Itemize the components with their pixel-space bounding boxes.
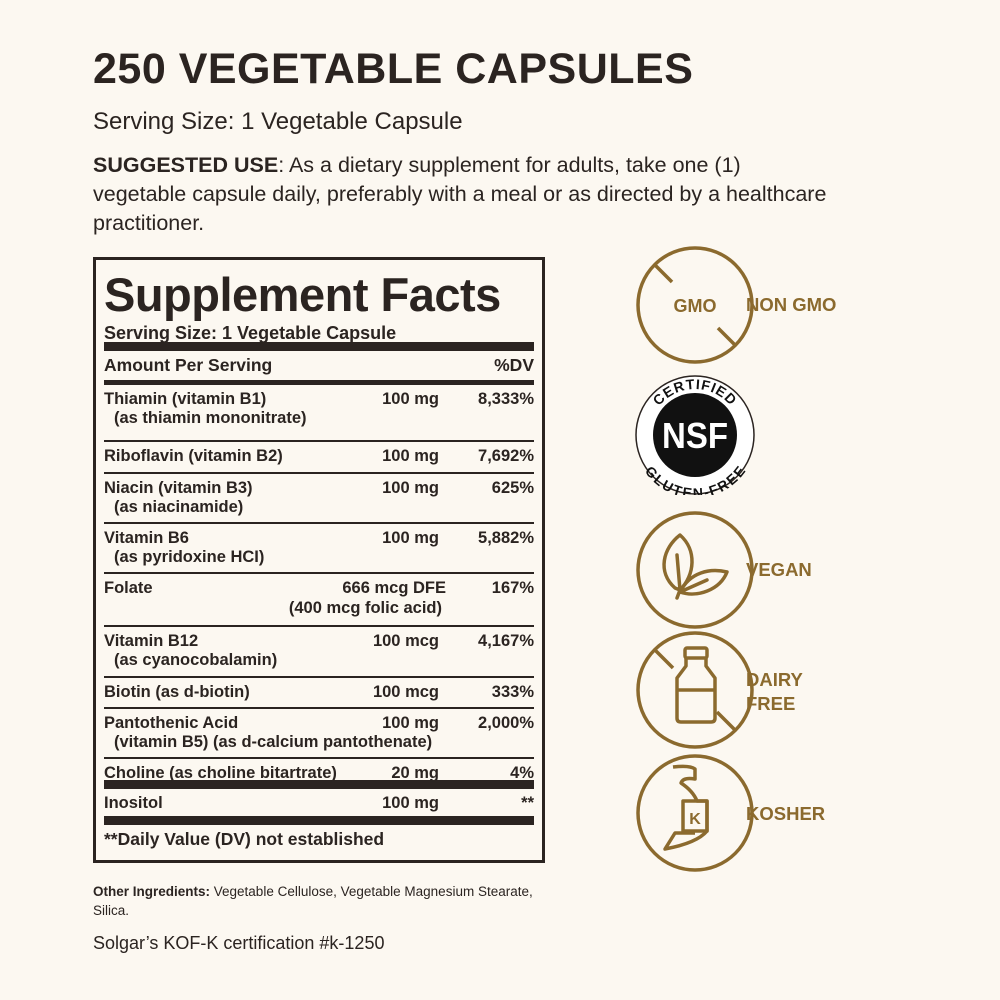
nutrient-dv: 2,000% (478, 714, 534, 732)
nutrient-amount: 100 mg (382, 390, 439, 408)
nutrient-amount: (400 mcg folic acid) (288, 599, 442, 617)
nutrient-amount: 100 mg (382, 794, 439, 812)
non-gmo-label: NON GMO (746, 294, 837, 315)
nutrient-dv: 8,333% (478, 390, 534, 408)
nutrient-row: Vitamin B6 (as pyridoxine HCI) 100 mg 5,882… (104, 524, 534, 574)
nutrient-source: (as cyanocobalamin) (114, 651, 278, 669)
nutrient-name: Riboflavin (vitamin B2) (104, 447, 283, 465)
nutrient-row: Folate 666 mcg DFE (400 mcg folic acid) 167… (104, 574, 534, 627)
nutrient-row: Thiamin (vitamin B1) (as thiamin mononitr… (104, 385, 534, 442)
nutrient-name: Vitamin B6 (104, 529, 189, 547)
kosher-k-text: K (689, 811, 701, 828)
other-ingredients-text: Vegetable Cellulose, Vegetable Magnesium… (93, 884, 533, 918)
nutrient-row: Biotin (as d-biotin) 100 mcg 333% (104, 678, 534, 709)
other-ingredients-label: Other Ingredients: (93, 884, 211, 899)
nutrient-amount: 100 mcg (372, 632, 439, 650)
nutrient-name: Folate (104, 579, 153, 597)
nutrient-source: (as pyridoxine HCI) (114, 548, 265, 566)
nutrient-name: Inositol (104, 794, 163, 812)
nutrient-amount: 100 mcg (372, 683, 439, 701)
nutrient-amount: 100 mg (382, 529, 439, 547)
vegan-label: VEGAN (746, 559, 812, 580)
nutrient-name: Thiamin (vitamin B1) (104, 390, 267, 408)
nutrient-amount: 100 mg (382, 447, 439, 465)
nsf-gluten-free-seal: CERTIFIED GLUTEN-FREE NSF (635, 375, 755, 495)
nutrient-amount: 100 mg (382, 479, 439, 497)
other-ingredients: Other Ingredients: Vegetable Cellulose, … (93, 882, 553, 920)
kosher-label: KOSHER (746, 803, 826, 824)
suggested-use-text: : As a dietary supplement for adults, ta… (93, 153, 827, 235)
nutrient-source: (as niacinamide) (114, 498, 244, 516)
kosher-k-icon: K (636, 754, 754, 872)
nutrient-amount: 100 mg (382, 714, 439, 732)
seal-nsf-text: NSF (662, 415, 728, 456)
nutrient-row: Riboflavin (vitamin B2) 100 mg 7,692% (104, 442, 534, 474)
facts-serving-text: Serving Size: 1 Vegetable Capsule (104, 323, 397, 343)
facts-footnote: **Daily Value (DV) not established (104, 829, 385, 849)
facts-header-row: Amount Per Serving %DV (104, 351, 534, 385)
page-title: 250 VEGETABLE CAPSULES (93, 45, 694, 93)
dairy-free-label: DAIRY FREE (746, 668, 803, 716)
nutrient-dv: 625% (491, 479, 534, 497)
dv-header: %DV (494, 355, 534, 375)
nutrient-dv: 333% (491, 683, 534, 701)
serving-size: Serving Size: 1 Vegetable Capsule (93, 108, 463, 135)
nutrient-dv: 7,692% (478, 447, 534, 465)
nutrient-row: Niacin (vitamin B3) (as niacinamide) 100 m… (104, 474, 534, 524)
nutrient-dv: 4,167% (478, 632, 534, 650)
nutrient-amount: 20 mg (391, 764, 439, 782)
supplement-facts-panel: Supplement Facts Serving Size: 1 Vegetab… (93, 257, 545, 863)
amount-header: Amount Per Serving (104, 355, 273, 375)
dairy-label-line2: FREE (746, 693, 796, 714)
nutrient-name: Pantothenic Acid (104, 714, 239, 732)
gmo-crossed-icon: GMO (636, 246, 754, 364)
nutrient-dv: ** (521, 794, 534, 812)
nutrient-dv: 5,882% (478, 529, 534, 547)
nutrient-row: Inositol 100 mg ** (104, 789, 534, 825)
nutrient-dv: 167% (491, 579, 534, 597)
suggested-use-label: SUGGESTED USE (93, 153, 279, 177)
nutrient-row: Choline (as choline bitartrate) 20 mg 4% (104, 759, 534, 789)
nutrient-source: (vitamin B5) (as d-calcium pantothenate) (114, 733, 433, 751)
nutrient-name: Biotin (as d-biotin) (104, 683, 250, 701)
milk-bottle-crossed-icon (636, 631, 754, 749)
dairy-label-line1: DAIRY (746, 669, 803, 690)
nutrient-amount: 666 mcg DFE (342, 579, 446, 597)
nutrient-name: Vitamin B12 (104, 632, 199, 650)
nutrient-row: Vitamin B12 (as cyanocobalamin) 100 mcg 4,1… (104, 627, 534, 678)
leaf-icon (636, 511, 754, 629)
kosher-certification: Solgar’s KOF-K certification #k-1250 (93, 933, 385, 953)
facts-serving-size: Serving Size: 1 Vegetable Capsule (104, 324, 534, 351)
nutrient-dv: 4% (510, 764, 534, 782)
suggested-use: SUGGESTED USE: As a dietary supplement f… (93, 151, 833, 238)
nutrient-name: Choline (as choline bitartrate) (104, 764, 337, 782)
nutrient-row: Pantothenic Acid (vitamin B5) (as d-calci… (104, 709, 534, 759)
nutrient-name: Niacin (vitamin B3) (104, 479, 253, 497)
facts-title: Supplement Facts (104, 268, 501, 321)
nutrient-source: (as thiamin mononitrate) (114, 409, 307, 427)
gmo-text: GMO (674, 296, 717, 316)
